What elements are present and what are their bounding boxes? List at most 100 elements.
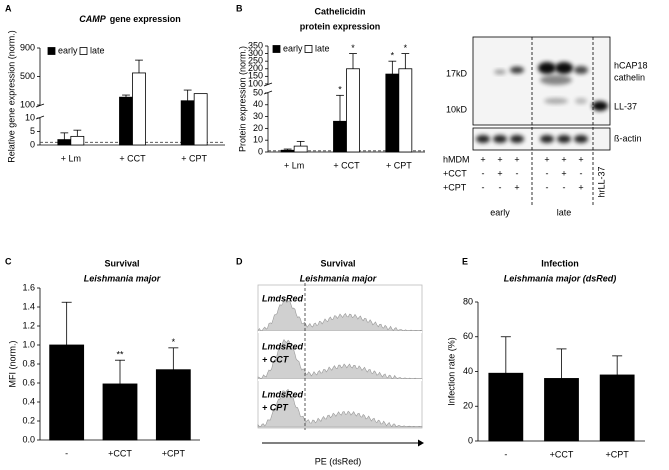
sign: - bbox=[563, 182, 566, 192]
size-label: 10kD bbox=[446, 104, 468, 114]
x-arrow-head bbox=[418, 439, 424, 447]
row-label: LmdsRed bbox=[262, 341, 304, 351]
y-tick-label: 0.4 bbox=[22, 396, 35, 406]
blot-band bbox=[538, 62, 556, 74]
blot-band bbox=[510, 135, 524, 143]
standard-label: hrLL-37 bbox=[596, 166, 606, 197]
sign: - bbox=[546, 168, 549, 178]
axis-break bbox=[263, 82, 273, 87]
chart-title: Survival bbox=[104, 258, 139, 268]
chart-subtitle: protein expression bbox=[300, 21, 381, 31]
bar bbox=[333, 120, 347, 153]
band-label: cathelin bbox=[614, 72, 645, 82]
y-tick-label: 500 bbox=[20, 71, 35, 81]
row-label: LmdsRed bbox=[262, 389, 304, 399]
bar bbox=[293, 145, 308, 153]
y-tick-label: 60 bbox=[463, 331, 473, 341]
significance-label: * bbox=[404, 43, 408, 53]
histogram bbox=[257, 299, 423, 332]
bar bbox=[398, 68, 413, 153]
chart-title: Infection bbox=[541, 258, 579, 268]
y-tick-label: 30 bbox=[253, 111, 263, 121]
y-tick-label: 40 bbox=[463, 366, 473, 376]
blot-band bbox=[476, 135, 490, 143]
axis-break bbox=[263, 90, 273, 95]
panel-letter: B bbox=[236, 3, 243, 13]
blot-band bbox=[540, 135, 554, 143]
x-tick-label: - bbox=[504, 449, 507, 459]
y-tick-label: 100 bbox=[248, 78, 263, 88]
blot-band bbox=[540, 75, 572, 85]
bar bbox=[385, 73, 400, 153]
band-label: hCAP18 bbox=[614, 60, 648, 70]
blot-band bbox=[493, 135, 507, 143]
y-tick-label: 1.4 bbox=[22, 301, 35, 311]
y-tick-label: 1.2 bbox=[22, 320, 35, 330]
legend-label: late bbox=[90, 45, 105, 55]
y-axis-label: Protein expression (norm.) bbox=[237, 46, 247, 152]
y-tick-label: 300 bbox=[248, 48, 263, 58]
bar bbox=[193, 93, 208, 146]
sign: + bbox=[578, 182, 583, 192]
size-label: 17kD bbox=[446, 68, 468, 78]
y-tick-label: 20 bbox=[253, 123, 263, 133]
significance-label: ** bbox=[116, 350, 124, 360]
y-tick-label: 0.2 bbox=[22, 415, 35, 425]
y-tick-label: 0.6 bbox=[22, 377, 35, 387]
y-tick-label: 50 bbox=[253, 87, 263, 97]
x-tick-label: +CCT bbox=[108, 448, 132, 458]
x-tick-label: +CPT bbox=[162, 448, 186, 458]
y-tick-label: 1.0 bbox=[22, 339, 35, 349]
y-tick-label: 1.6 bbox=[22, 282, 35, 292]
significance-label: * bbox=[338, 85, 342, 95]
sign: - bbox=[516, 168, 519, 178]
y-tick-label: 10 bbox=[253, 135, 263, 145]
bar bbox=[119, 96, 133, 146]
row-label: + CCT bbox=[262, 354, 290, 364]
sign: + bbox=[514, 154, 519, 164]
y-tick-label: 150 bbox=[248, 71, 263, 81]
bar bbox=[57, 139, 72, 146]
panel-letter: E bbox=[462, 256, 468, 266]
group-label: early bbox=[490, 207, 510, 217]
band-label: LL-37 bbox=[614, 101, 637, 111]
x-tick-label: + Lm bbox=[61, 153, 81, 163]
chart-subtitle: Leishmania major bbox=[84, 273, 161, 283]
legend-swatch bbox=[79, 47, 88, 55]
sign: + bbox=[514, 182, 519, 192]
sign: + bbox=[544, 154, 549, 164]
chart-title: CAMP gene expression bbox=[79, 14, 181, 24]
sign: + bbox=[561, 154, 566, 164]
y-axis-label: Infection rate (%) bbox=[446, 337, 456, 406]
x-tick-label: + CPT bbox=[386, 160, 412, 170]
row-label: + CPT bbox=[262, 402, 289, 412]
bar bbox=[346, 68, 360, 153]
x-tick-label: +CPT bbox=[606, 449, 630, 459]
y-tick-label: 350 bbox=[248, 40, 263, 50]
sign: + bbox=[497, 168, 502, 178]
title-gene: CAMP bbox=[79, 14, 106, 24]
blot-band bbox=[494, 69, 506, 75]
y-tick-label: 40 bbox=[253, 99, 263, 109]
sign: - bbox=[580, 168, 583, 178]
y-tick-label: 5 bbox=[30, 126, 35, 136]
legend-swatch bbox=[272, 45, 281, 53]
significance-label: * bbox=[351, 43, 355, 53]
y-tick-label: 900 bbox=[20, 42, 35, 52]
legend-label: early bbox=[58, 45, 78, 55]
blot-band bbox=[544, 98, 568, 104]
bar bbox=[155, 369, 191, 441]
y-axis-label: Relative gene expression (norm.) bbox=[6, 30, 16, 163]
legend-label: late bbox=[315, 43, 330, 53]
x-tick-label: + CCT bbox=[119, 153, 146, 163]
y-tick-label: 80 bbox=[463, 296, 473, 306]
x-tick-label: +CCT bbox=[550, 449, 574, 459]
y-tick-label: 0 bbox=[258, 146, 263, 156]
y-tick-label: 20 bbox=[463, 401, 473, 411]
y-tick-label: 0 bbox=[468, 435, 473, 445]
row-label: +CCT bbox=[443, 168, 467, 178]
y-tick-label: 10 bbox=[25, 112, 35, 122]
histogram-frame bbox=[257, 284, 423, 429]
blot-band bbox=[557, 135, 571, 143]
